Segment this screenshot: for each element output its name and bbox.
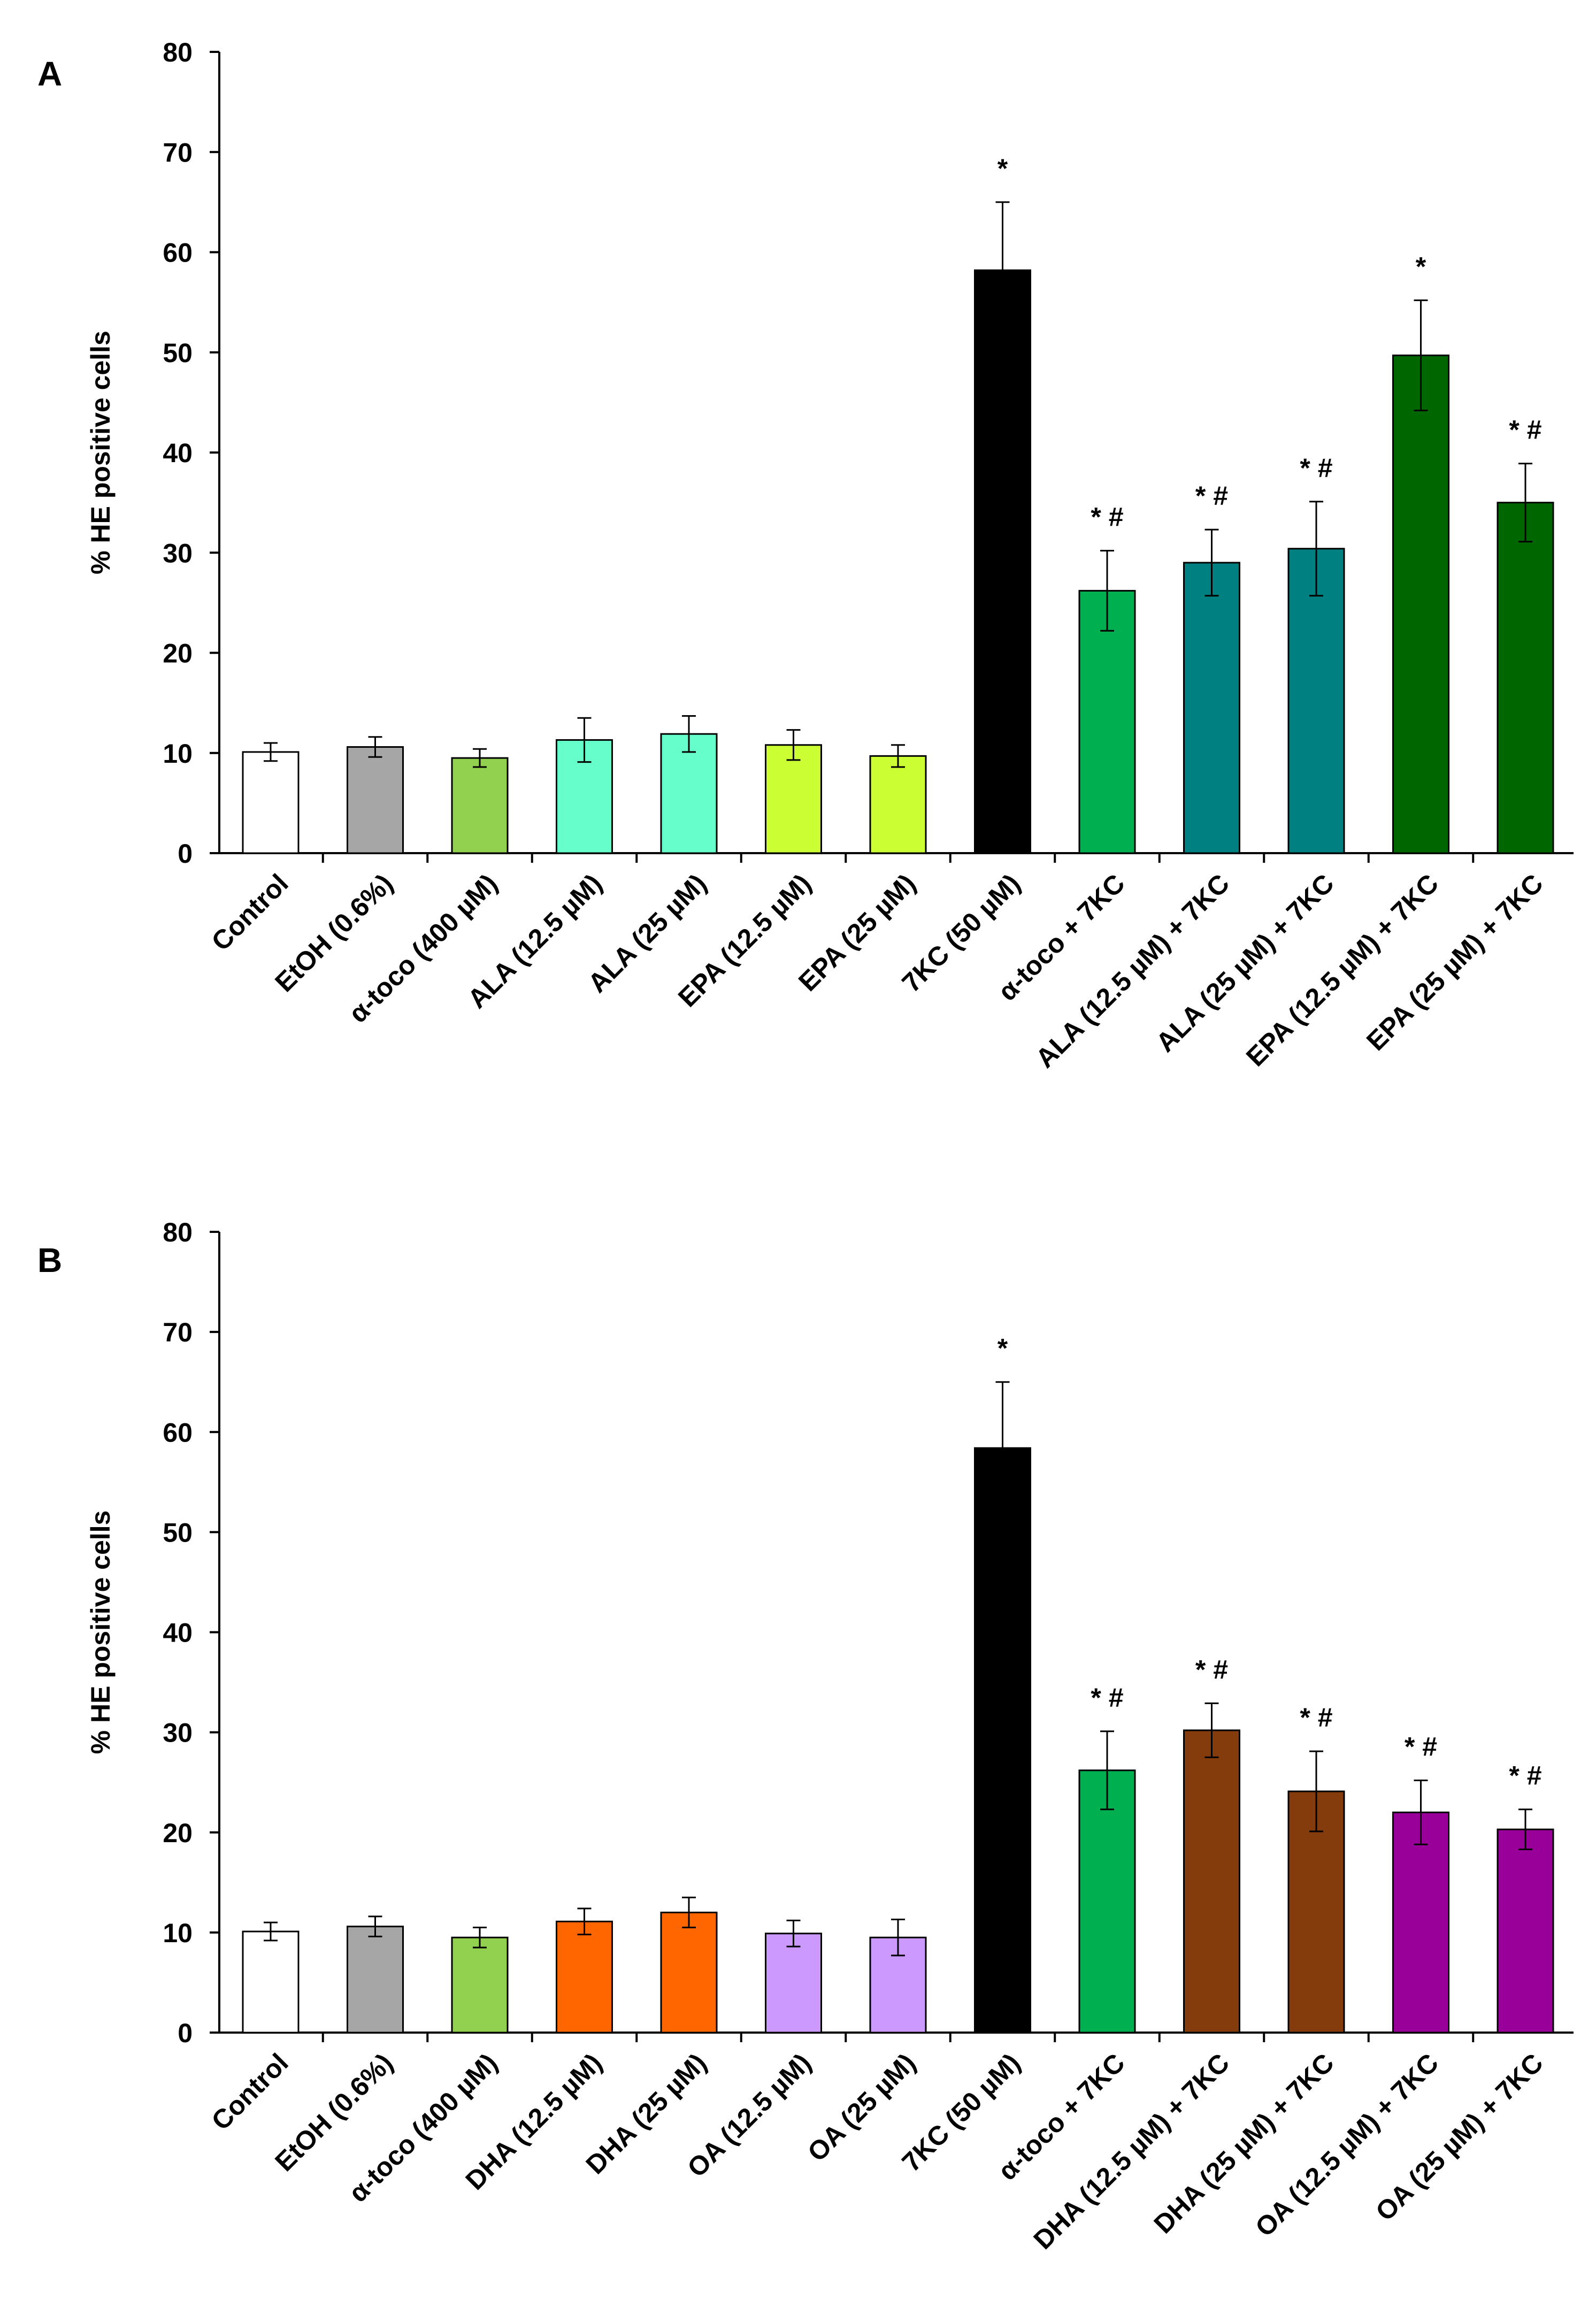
panel-a-bar (347, 746, 404, 854)
panel-b-bar (765, 1933, 822, 2034)
panel-a-significance-label: * # (1509, 415, 1541, 445)
panel-b-significance-label: * # (1091, 1683, 1123, 1713)
panel-a-category-label: Control (206, 868, 294, 956)
panel-b-y-tick-label: 80 (163, 1217, 193, 1247)
panel-b-bar (1183, 1729, 1240, 2034)
panel-a-y-tick-label: 60 (163, 238, 193, 268)
panel-a-category-label: ALA (25 µM) + 7KC (1150, 868, 1339, 1057)
panel-a-y-tick-label: 50 (163, 338, 193, 368)
panel-b-significance-label: * # (1405, 1731, 1437, 1761)
panel-b-bar (556, 1920, 613, 2034)
panel-a-bar (765, 744, 822, 854)
panel-b-category-label: Control (206, 2048, 294, 2136)
panel-a-significance-label: * (998, 154, 1008, 183)
panel-b-chart: B 0 10 20 30 40 50 60 70 80 % HE positive cells Con… (37, 1217, 1574, 2255)
panel-b-category-label: DHA (12.5 µM) + 7KC (1028, 2048, 1236, 2255)
panel-a-chart: A 0 10 20 30 40 50 60 70 80 % HE positive cells Con… (37, 37, 1574, 1074)
panel-b-bar (347, 1926, 404, 2034)
panel-b-y-tick-label: 60 (163, 1417, 193, 1447)
panel-a-bar (869, 755, 927, 854)
panel-a-significance-label: * # (1195, 481, 1228, 511)
panel-b-bar (1078, 1769, 1136, 2034)
panel-b-bar (1497, 1828, 1554, 2034)
panel-a-y-tick-label: 80 (163, 37, 193, 67)
panel-a-bar (1183, 562, 1240, 854)
panel-a-y-tick-label: 70 (163, 137, 193, 167)
panel-b-significance-label: * # (1300, 1703, 1332, 1733)
panel-a-y-tick-label: 10 (163, 739, 193, 769)
panel-b-bar (660, 1911, 718, 2034)
panel-a-y-tick-label: 40 (163, 438, 193, 468)
panel-b-y-axis-label: % HE positive cells (86, 1511, 116, 1754)
panel-a-category-label: EPA (25 µM) + 7KC (1361, 868, 1549, 1056)
panel-a-significance-label: * # (1300, 453, 1332, 483)
panel-a-bar (242, 751, 300, 854)
panel-b-letter: B (37, 1241, 62, 1279)
panel-b-y-tick-label: 40 (163, 1618, 193, 1648)
panel-b-y-tick-label: 10 (163, 1918, 193, 1948)
panel-a-bar (1078, 589, 1136, 854)
panel-b-y-tick-label: 20 (163, 1818, 193, 1848)
panel-a-significance-label: * # (1091, 502, 1123, 532)
panel-b-significance-label: * # (1195, 1654, 1228, 1684)
panel-a-bar (1287, 548, 1345, 854)
panel-a-bar (1497, 502, 1554, 854)
panel-b-bar (1392, 1811, 1449, 2034)
panel-b-bar (974, 1447, 1031, 2034)
panel-a-category-label: EPA (12.5 µM) + 7KC (1240, 868, 1444, 1072)
panel-b-y-tick-label: 0 (178, 2018, 193, 2048)
panel-a-y-tick-label: 0 (178, 839, 193, 869)
panel-a-bar (1392, 354, 1449, 854)
panel-a-bar (974, 269, 1031, 854)
panel-b-significance-label: * (998, 1333, 1008, 1363)
panel-b-category-label: DHA (25 µM) + 7KC (1148, 2048, 1340, 2239)
panel-a-y-tick-label: 30 (163, 538, 193, 568)
panel-b-bar (242, 1930, 300, 2034)
panel-a-category-label: ALA (12.5 µM) + 7KC (1030, 868, 1235, 1074)
panel-b-bar (451, 1936, 509, 2034)
panel-a-significance-label: * (1416, 251, 1426, 281)
panel-b-y-tick-label: 30 (163, 1718, 193, 1748)
panel-b-y-tick-label: 50 (163, 1517, 193, 1547)
panel-a-y-axis-label: % HE positive cells (86, 331, 116, 574)
panel-b-significance-label: * # (1509, 1761, 1541, 1791)
panel-a-letter: A (37, 55, 62, 93)
panel-a-y-tick-label: 20 (163, 639, 193, 669)
panel-a-bar (451, 757, 509, 854)
panel-b-category-label: OA (12.5 µM) + 7KC (1249, 2048, 1444, 2242)
panel-b-y-tick-label: 70 (163, 1317, 193, 1347)
